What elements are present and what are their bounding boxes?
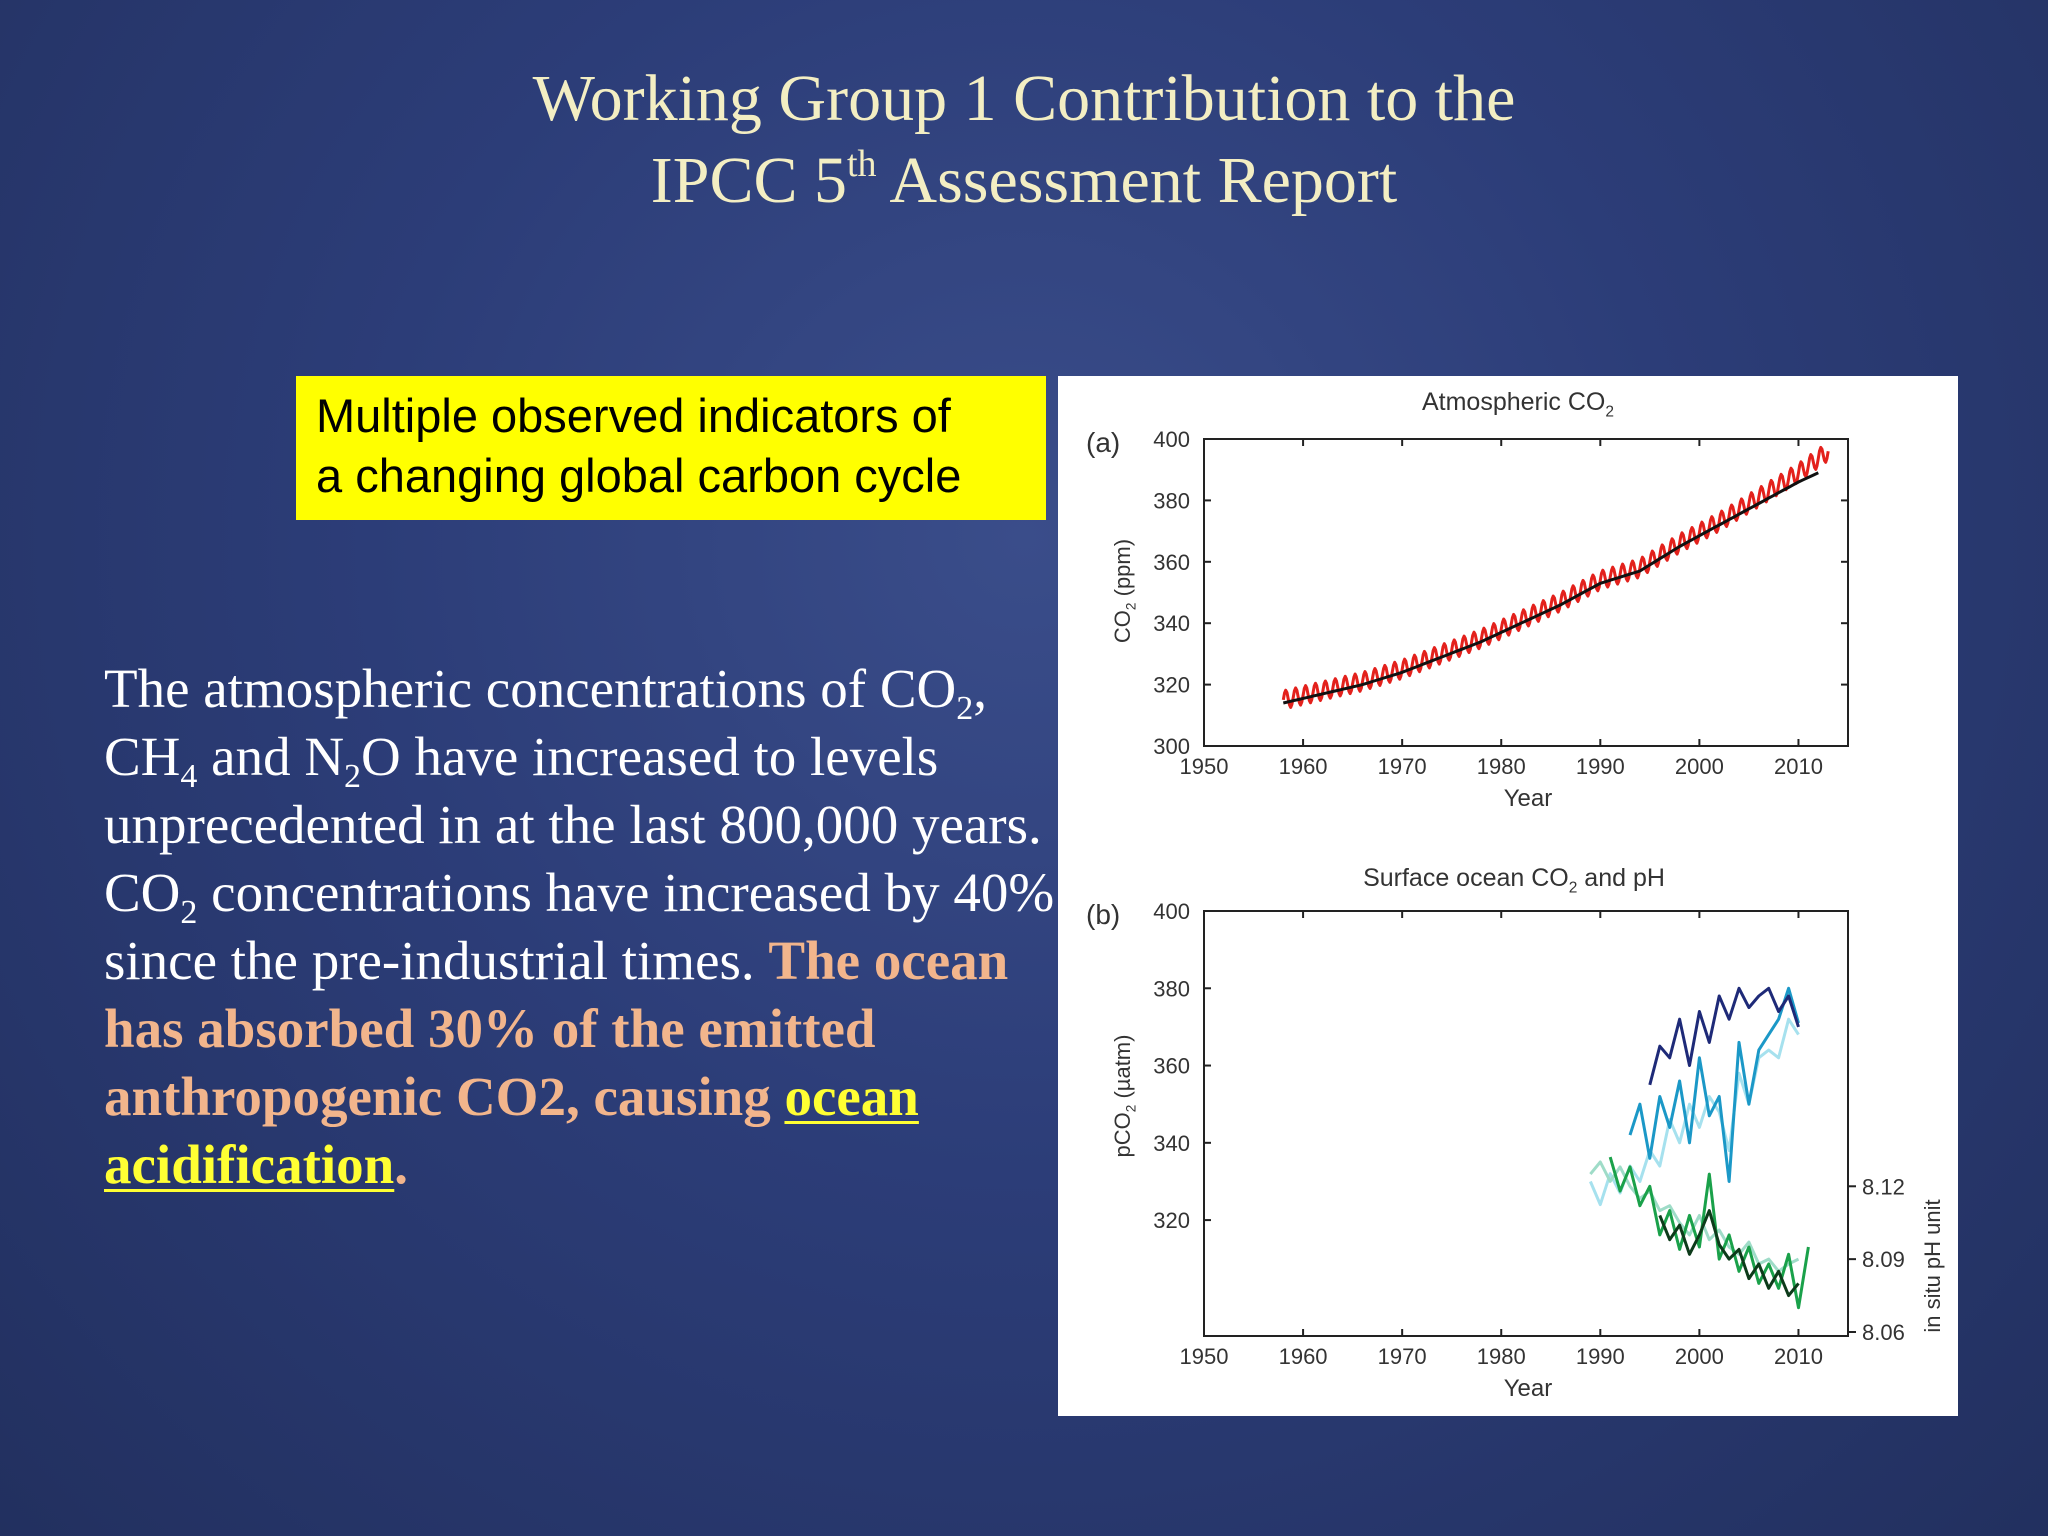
- chart-b-title: Surface ocean CO2 and pH: [1363, 864, 1665, 896]
- chart-b-xtick-label: 1980: [1477, 1344, 1526, 1369]
- chart-a-xlabel: Year: [1504, 785, 1553, 812]
- body-sub-4: 2: [180, 894, 198, 931]
- body-text-3: and N: [197, 726, 345, 787]
- callout-box: Multiple observed indicators of a changi…: [296, 376, 1046, 520]
- chart-a-series-red-line: [1281, 445, 1830, 709]
- callout-line2: a changing global carbon cycle: [316, 449, 962, 502]
- chart-b-ytick-label: 360: [1153, 1054, 1190, 1079]
- chart-a-xtick-label: 2000: [1675, 754, 1724, 779]
- figure-panel: 1950 1960 1970 1980 1990 2000 2010 Year 300 320 34…: [1058, 376, 1958, 1416]
- chart-b-ph-line-1: [1608, 1156, 1810, 1310]
- chart-a-ytick-label: 340: [1153, 611, 1190, 636]
- slide-title-line1: Working Group 1 Contribution to the: [532, 62, 1516, 135]
- chart-b-ph-line-2: [1658, 1209, 1800, 1298]
- body-text-4: O have increased to levels unprecedented…: [104, 726, 1042, 923]
- chart-b-pco2-line-1: [1628, 986, 1800, 1183]
- chart-a-ytick-label: 380: [1153, 488, 1190, 513]
- title-line2-sup: th: [847, 143, 877, 185]
- body-text-1: The atmospheric concentrations of CO: [104, 658, 957, 719]
- slide-title-line2: IPCC 5th Assessment Report: [0, 140, 2048, 222]
- body-sub-3: 2: [344, 758, 362, 795]
- body-highlight-ocean: The ocean has absorbed 30% of the emitte…: [104, 930, 1009, 1127]
- title-line2-pre: IPCC 5: [650, 144, 847, 217]
- chart-b-ytick-label: 340: [1153, 1131, 1190, 1156]
- chart-b-y2tick-label: 8.12: [1862, 1174, 1905, 1199]
- chart-a-series-black-line: [1282, 471, 1819, 705]
- body-sub-2: 4: [180, 758, 198, 795]
- chart-b-ytick-label: 380: [1153, 976, 1190, 1001]
- chart-b-xlabel: Year: [1504, 1375, 1553, 1402]
- chart-a-panel-label: (a): [1086, 427, 1120, 458]
- chart-b-y2tick-label: 8.06: [1862, 1320, 1905, 1345]
- chart-b-xtick-label: 1950: [1180, 1344, 1229, 1369]
- callout-line1: Multiple observed indicators of: [316, 389, 951, 442]
- chart-a-xtick-label: 1990: [1576, 754, 1625, 779]
- chart-b-xtick-label: 1990: [1576, 1344, 1625, 1369]
- chart-b-pco2-line-2: [1648, 986, 1800, 1086]
- body-text-5: concentrations have increased by 40% sin…: [104, 862, 1055, 991]
- title-line2-post: Assessment Report: [876, 144, 1398, 217]
- body-highlight-period: .: [394, 1134, 409, 1195]
- chart-a-ytick-label: 320: [1153, 673, 1190, 698]
- chart-b-panel-label: (b): [1086, 899, 1120, 930]
- chart-b-ylabel: pCO2 (µatm): [1110, 1035, 1139, 1158]
- chart-b-ph-line-0: [1589, 1160, 1800, 1273]
- co2-figure-svg: 1950 1960 1970 1980 1990 2000 2010 Year 300 320 34…: [1086, 388, 1945, 1402]
- chart-a-xtick-label: 1960: [1279, 754, 1328, 779]
- chart-a-ytick-label: 400: [1153, 427, 1190, 452]
- chart-b-xtick-label: 1960: [1279, 1344, 1328, 1369]
- chart-a-xtick-label: 1980: [1477, 754, 1526, 779]
- chart-b-y2tick-label: 8.09: [1862, 1247, 1905, 1272]
- body-paragraph: The atmospheric concentrations of CO2, C…: [104, 655, 1064, 1199]
- chart-b-frame: [1203, 910, 1849, 1337]
- chart-b-ytick-label: 320: [1153, 1208, 1190, 1233]
- body-highlight-acidification: ocean acidification: [104, 1066, 919, 1195]
- chart-a-ylabel: CO2 (ppm): [1110, 539, 1139, 643]
- chart-a-ytick-label: 360: [1153, 550, 1190, 575]
- chart-a-title: Atmospheric CO2: [1422, 388, 1614, 420]
- chart-a-xtick-label: 2010: [1774, 754, 1823, 779]
- chart-b-y2label: in situ pH unit: [1920, 1199, 1945, 1332]
- chart-a-frame: [1203, 438, 1849, 747]
- chart-a-xtick-label: 1950: [1180, 754, 1229, 779]
- chart-b-xtick-label: 2010: [1774, 1344, 1823, 1369]
- chart-a-xtick-label: 1970: [1378, 754, 1427, 779]
- slide-title: Working Group 1 Contribution to the IPCC…: [0, 58, 2048, 222]
- chart-a-ytick-label: 300: [1153, 734, 1190, 759]
- chart-b-xtick-label: 2000: [1675, 1344, 1724, 1369]
- chart-b-ytick-label: 400: [1153, 899, 1190, 924]
- body-text-2: , CH: [104, 658, 987, 787]
- body-sub-1: 2: [956, 690, 974, 727]
- chart-b-xtick-label: 1970: [1378, 1344, 1427, 1369]
